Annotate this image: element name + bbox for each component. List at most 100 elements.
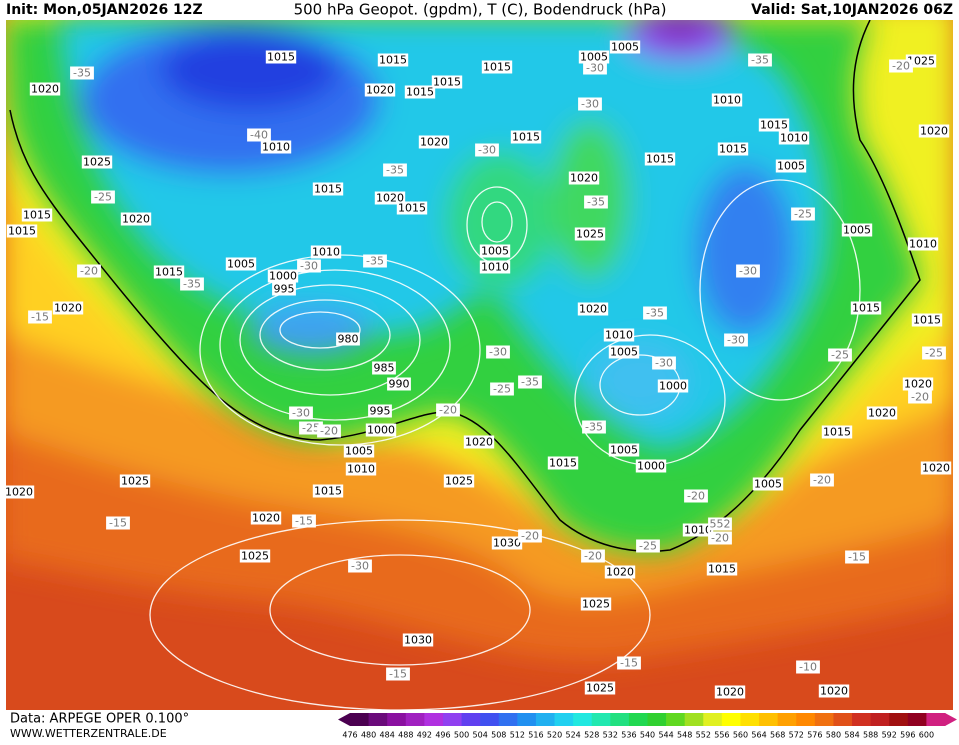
pressure-label-box bbox=[153, 265, 185, 279]
pressure-label: 1025 bbox=[576, 228, 604, 241]
colorbar-swatch bbox=[350, 713, 370, 726]
pressure-label-box bbox=[778, 131, 810, 145]
init-time: Init: Mon,05JAN2026 12Z bbox=[6, 2, 203, 18]
colorbar-label: 484 bbox=[380, 731, 395, 740]
pressure-label: 1015 bbox=[646, 153, 674, 166]
pressure-label: 1015 bbox=[760, 119, 788, 132]
pressure-label: 1010 bbox=[312, 246, 340, 259]
colorbar-swatch bbox=[666, 713, 686, 726]
pressure-label: 1020 bbox=[606, 566, 634, 579]
valid-time: Valid: Sat,10JAN2026 06Z bbox=[751, 2, 953, 18]
colorbar-swatch bbox=[684, 713, 704, 726]
pressure-label: 1015 bbox=[433, 76, 461, 89]
colorbar-swatch bbox=[703, 713, 723, 726]
temperature-label-box bbox=[584, 195, 608, 209]
pressure-label-box bbox=[608, 345, 640, 359]
pressure-label-box bbox=[312, 182, 344, 196]
pressure-label: 1000 bbox=[367, 424, 395, 437]
pressure-label-box bbox=[443, 474, 475, 488]
pressure-label-box bbox=[841, 223, 873, 237]
temperature-label: -20 bbox=[584, 550, 602, 563]
colorbar-label: 584 bbox=[844, 731, 859, 740]
colorbar-swatch bbox=[554, 713, 574, 726]
temperature-label-box bbox=[518, 529, 542, 543]
temperature-label-box bbox=[289, 406, 313, 420]
pressure-label: 1005 bbox=[754, 478, 782, 491]
temperature-label: -35 bbox=[366, 255, 384, 268]
pressure-label-box bbox=[364, 83, 396, 97]
colorbar-label: 480 bbox=[361, 731, 376, 740]
temperature-label-box bbox=[247, 128, 271, 142]
pressure-label: 1020 bbox=[420, 136, 448, 149]
pressure-label-box bbox=[510, 130, 542, 144]
pressure-label: 1005 bbox=[610, 346, 638, 359]
pressure-label: 1030 bbox=[493, 537, 521, 550]
temperature-label-box bbox=[436, 403, 460, 417]
pressure-label-box bbox=[714, 685, 746, 699]
pressure-label-box bbox=[818, 684, 850, 698]
pressure-label-box bbox=[711, 93, 743, 107]
pressure-label-box bbox=[336, 332, 360, 346]
pressure-label: 1015 bbox=[708, 563, 736, 576]
pressure-label-box bbox=[609, 40, 641, 54]
colorbar-swatch bbox=[405, 713, 425, 726]
temperature-label: -20 bbox=[711, 532, 729, 545]
pressure-label-box bbox=[907, 237, 939, 251]
colorbar-swatch bbox=[907, 713, 927, 726]
pressure-label-box bbox=[682, 523, 714, 537]
colorbar-label: 560 bbox=[733, 731, 748, 740]
temperature-label-box bbox=[578, 97, 602, 111]
pressure-label-box bbox=[635, 459, 667, 473]
colorbar-swatch bbox=[517, 713, 537, 726]
colorbar-swatch bbox=[777, 713, 797, 726]
pressure-label-box bbox=[644, 152, 676, 166]
pressure-label: 1000 bbox=[269, 270, 297, 283]
colorbar-label: 588 bbox=[863, 731, 878, 740]
temperature-label: -40 bbox=[250, 129, 268, 142]
pressure-label: 1020 bbox=[5, 486, 33, 499]
pressure-label: 1010 bbox=[481, 261, 509, 274]
temperature-label: -20 bbox=[813, 474, 831, 487]
temperature-label: -25 bbox=[302, 422, 320, 435]
colorbar-swatch bbox=[591, 713, 611, 726]
pressure-label-box bbox=[377, 53, 409, 67]
temperature-label-box bbox=[724, 333, 748, 347]
pressure-label-box bbox=[402, 633, 434, 647]
colorbar-swatch bbox=[814, 713, 834, 726]
colorbar-swatch bbox=[610, 713, 630, 726]
temperature-label-box bbox=[643, 306, 667, 320]
pressure-label-box bbox=[396, 201, 428, 215]
temperature-label-box bbox=[292, 514, 316, 528]
pressure-label-box bbox=[365, 423, 397, 437]
pressure-label: 1020 bbox=[920, 125, 948, 138]
colorbar-label: 532 bbox=[603, 731, 618, 740]
temperature-label: -15 bbox=[848, 551, 866, 564]
pressure-label: 1015 bbox=[23, 209, 51, 222]
temperature-label-box bbox=[708, 531, 732, 545]
pressure-label-box bbox=[657, 379, 689, 393]
colorbar-label: 564 bbox=[751, 731, 766, 740]
pressure-label: 985 bbox=[374, 362, 395, 375]
pressure-label-box bbox=[463, 435, 495, 449]
pressure-label: 1005 bbox=[227, 258, 255, 271]
colorbar-swatch bbox=[368, 713, 388, 726]
pressure-label: 995 bbox=[370, 405, 391, 418]
pressure-label-box bbox=[918, 124, 950, 138]
temperature-label: -35 bbox=[751, 54, 769, 67]
pressure-label-box bbox=[3, 485, 35, 499]
pressure-label-box bbox=[225, 257, 257, 271]
pressure-label-box bbox=[603, 328, 635, 342]
colorbar-label: 540 bbox=[640, 731, 655, 740]
pressure-label-box bbox=[120, 212, 152, 226]
pressure-label-box bbox=[481, 60, 513, 74]
pressure-label-box bbox=[272, 282, 296, 296]
pressure-label-box bbox=[250, 511, 282, 525]
colorbar-label: 512 bbox=[510, 731, 525, 740]
colorbar-label: 528 bbox=[584, 731, 599, 740]
temperature-label: -10 bbox=[799, 661, 817, 674]
temperature-label: -30 bbox=[351, 560, 369, 573]
temperature-label: -35 bbox=[73, 67, 91, 80]
pressure-label: 1020 bbox=[716, 686, 744, 699]
temperature-label-box bbox=[582, 420, 606, 434]
